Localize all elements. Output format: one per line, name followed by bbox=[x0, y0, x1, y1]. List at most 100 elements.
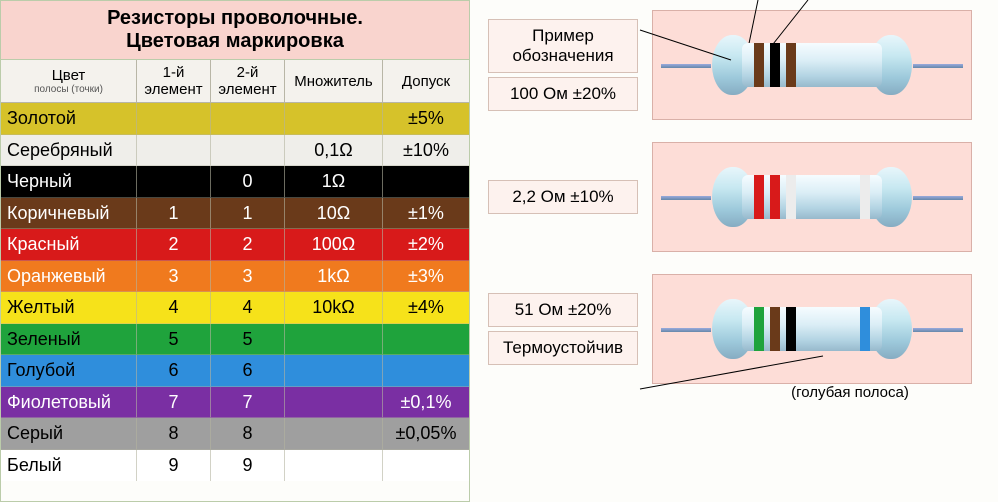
multiplier bbox=[285, 450, 383, 482]
tolerance: ±0,05% bbox=[383, 418, 469, 450]
resistor-illustration bbox=[652, 10, 972, 120]
multiplier: 10kΩ bbox=[285, 292, 383, 324]
digit-1: 5 bbox=[137, 324, 211, 356]
resistor-cylinder bbox=[742, 175, 882, 219]
table-row: Голубой66 bbox=[1, 355, 469, 387]
resistor-band bbox=[786, 43, 796, 87]
color-name: Коричневый bbox=[1, 198, 137, 230]
table-row: Белый99 bbox=[1, 450, 469, 482]
tolerance bbox=[383, 324, 469, 356]
digit-1: 9 bbox=[137, 450, 211, 482]
multiplier: 100Ω bbox=[285, 229, 383, 261]
tolerance: ±1% bbox=[383, 198, 469, 230]
digit-2 bbox=[211, 103, 285, 135]
example-label: 100 Ом ±20% bbox=[488, 77, 638, 111]
tolerance bbox=[383, 355, 469, 387]
tolerance: ±3% bbox=[383, 261, 469, 293]
thermo-note: (голубая полоса) bbox=[708, 384, 992, 401]
multiplier bbox=[285, 103, 383, 135]
table-title: Резисторы проволочные. Цветовая маркиров… bbox=[1, 1, 469, 60]
color-name: Оранжевый bbox=[1, 261, 137, 293]
table-row: Фиолетовый77±0,1% bbox=[1, 387, 469, 419]
digit-1: 8 bbox=[137, 418, 211, 450]
table-row: Оранжевый331kΩ±3% bbox=[1, 261, 469, 293]
digit-2: 2 bbox=[211, 229, 285, 261]
header-multiplier: Множитель bbox=[285, 60, 383, 103]
digit-1: 3 bbox=[137, 261, 211, 293]
tolerance: ±10% bbox=[383, 135, 469, 167]
multiplier: 1kΩ bbox=[285, 261, 383, 293]
digit-1: 1 bbox=[137, 198, 211, 230]
digit-1: 6 bbox=[137, 355, 211, 387]
digit-1: 7 bbox=[137, 387, 211, 419]
thermo-label: Термоустойчив bbox=[488, 331, 638, 365]
examples-panel: Пример обозначения 100 Ом ±20% 2,2 Ом ±1… bbox=[470, 0, 998, 502]
title-line-2: Цветовая маркировка bbox=[5, 30, 465, 53]
digit-2: 9 bbox=[211, 450, 285, 482]
lead-left bbox=[661, 64, 711, 68]
resistor-body bbox=[712, 167, 912, 227]
resistor-body bbox=[712, 35, 912, 95]
lead-left bbox=[661, 196, 711, 200]
color-name: Белый bbox=[1, 450, 137, 482]
color-name: Черный bbox=[1, 166, 137, 198]
tolerance bbox=[383, 166, 469, 198]
digit-2: 0 bbox=[211, 166, 285, 198]
example-row: 2,2 Ом ±10% bbox=[488, 142, 992, 252]
resistor-illustration bbox=[652, 274, 972, 384]
table-row: Золотой ±5% bbox=[1, 103, 469, 135]
tolerance bbox=[383, 450, 469, 482]
color-name: Зеленый bbox=[1, 324, 137, 356]
color-name: Золотой bbox=[1, 103, 137, 135]
header-digit-1: 1-й элемент bbox=[137, 60, 211, 103]
multiplier: 0,1Ω bbox=[285, 135, 383, 167]
table-row: Коричневый1110Ω±1% bbox=[1, 198, 469, 230]
example-label: 51 Ом ±20% bbox=[488, 293, 638, 327]
color-code-table: Резисторы проволочные. Цветовая маркиров… bbox=[0, 0, 470, 502]
multiplier: 10Ω bbox=[285, 198, 383, 230]
digit-2: 8 bbox=[211, 418, 285, 450]
digit-1 bbox=[137, 166, 211, 198]
thermo-band bbox=[860, 307, 870, 351]
table-row: Черный 01Ω bbox=[1, 166, 469, 198]
resistor-cylinder bbox=[742, 307, 882, 351]
resistor-band bbox=[770, 43, 780, 87]
table-row: Серый88±0,05% bbox=[1, 418, 469, 450]
tolerance: ±2% bbox=[383, 229, 469, 261]
multiplier: 1Ω bbox=[285, 166, 383, 198]
table-row: Серебряный0,1Ω±10% bbox=[1, 135, 469, 167]
example-header: Пример обозначения bbox=[488, 19, 638, 73]
example-row: 51 Ом ±20% Термоустойчив bbox=[488, 274, 992, 384]
digit-1 bbox=[137, 135, 211, 167]
multiplier bbox=[285, 418, 383, 450]
tolerance: ±4% bbox=[383, 292, 469, 324]
resistor-band bbox=[770, 307, 780, 351]
tolerance-band bbox=[860, 175, 870, 219]
header-digit-2: 2-й элемент bbox=[211, 60, 285, 103]
header-tolerance: Допуск bbox=[383, 60, 469, 103]
resistor-body bbox=[712, 299, 912, 359]
digit-2: 7 bbox=[211, 387, 285, 419]
multiplier bbox=[285, 324, 383, 356]
digit-1 bbox=[137, 103, 211, 135]
resistor-band bbox=[754, 307, 764, 351]
digit-1: 4 bbox=[137, 292, 211, 324]
resistor-illustration bbox=[652, 142, 972, 252]
resistor-band bbox=[754, 175, 764, 219]
resistor-band bbox=[754, 43, 764, 87]
digit-2: 6 bbox=[211, 355, 285, 387]
tolerance: ±5% bbox=[383, 103, 469, 135]
lead-right bbox=[913, 196, 963, 200]
color-name: Голубой bbox=[1, 355, 137, 387]
digit-2 bbox=[211, 135, 285, 167]
color-name: Желтый bbox=[1, 292, 137, 324]
digit-2: 5 bbox=[211, 324, 285, 356]
color-name: Красный bbox=[1, 229, 137, 261]
digit-1: 2 bbox=[137, 229, 211, 261]
multiplier bbox=[285, 355, 383, 387]
lead-right bbox=[913, 64, 963, 68]
table-row: Желтый4410kΩ±4% bbox=[1, 292, 469, 324]
color-name: Фиолетовый bbox=[1, 387, 137, 419]
digit-2: 1 bbox=[211, 198, 285, 230]
example-row: Пример обозначения 100 Ом ±20% bbox=[488, 10, 992, 120]
